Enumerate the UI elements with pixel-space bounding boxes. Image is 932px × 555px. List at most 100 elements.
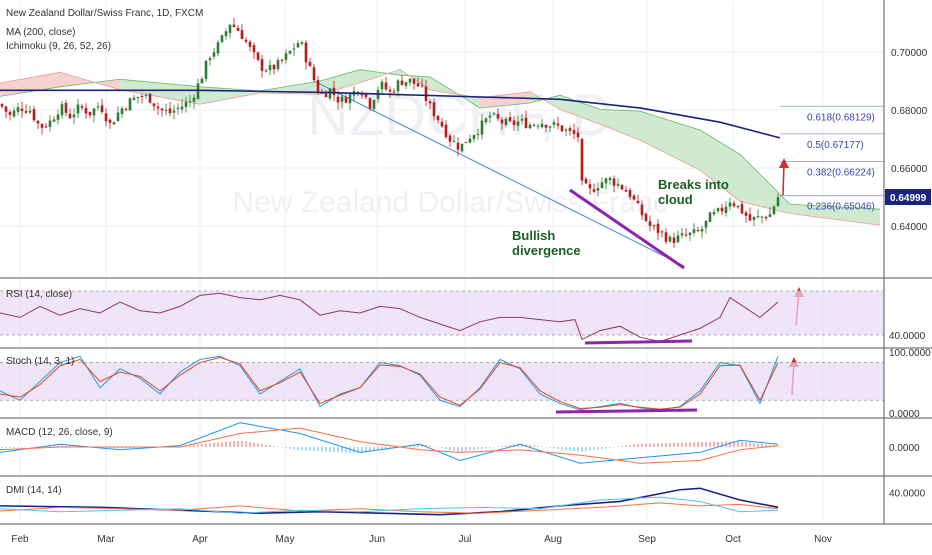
candle-body <box>648 221 652 226</box>
candle-body <box>760 216 764 218</box>
candle-body <box>768 214 772 217</box>
candle-body <box>208 58 212 61</box>
candle-body <box>412 78 416 84</box>
candle-body <box>712 212 716 215</box>
cloud-segment <box>640 111 700 171</box>
candle-body <box>460 143 464 152</box>
macd-signal-line <box>0 427 779 464</box>
y-tick-label: 0.66000 <box>891 164 928 175</box>
candle-body <box>620 184 624 190</box>
candle-body <box>136 96 140 99</box>
cloud-segment <box>700 130 740 202</box>
candle-body <box>316 80 320 93</box>
candle-body <box>4 106 8 112</box>
candle-body <box>52 119 56 122</box>
candle-body <box>448 135 452 142</box>
stoch-label: Stoch (14, 3, 1) <box>6 356 74 367</box>
candle-body <box>708 212 712 222</box>
candle-body <box>248 41 252 47</box>
candle-body <box>216 42 220 54</box>
candle-body <box>772 206 776 215</box>
x-tick-label: Jun <box>369 534 385 545</box>
cloud-segment <box>120 79 200 105</box>
stoch-line <box>0 357 779 410</box>
candle-body <box>308 61 312 67</box>
candle-body <box>548 126 552 128</box>
candle-body <box>752 216 756 220</box>
candle-body <box>92 108 96 116</box>
candle-body <box>528 124 532 129</box>
candle-body <box>512 120 516 125</box>
candle-body <box>160 108 164 111</box>
candle-body <box>24 111 28 113</box>
y-tick-label: 0.70000 <box>891 48 928 59</box>
x-tick-label: Mar <box>97 534 115 545</box>
candle-body <box>172 110 176 113</box>
candles <box>0 18 780 249</box>
candle-body <box>364 93 368 97</box>
dmi-label: DMI (14, 14) <box>6 485 62 496</box>
candle-body <box>40 123 44 128</box>
candle-body <box>16 107 20 112</box>
candle-body <box>452 141 456 143</box>
candle-body <box>508 117 512 122</box>
y-tick-label: 0.64000 <box>891 222 928 233</box>
candle-body <box>256 52 260 60</box>
candle-body <box>504 118 508 126</box>
candle-body <box>572 130 576 134</box>
annotation-bullish-line1: Bullish <box>512 228 555 243</box>
candle-body <box>236 27 240 31</box>
candle-body <box>200 78 204 84</box>
candle-body <box>408 78 412 83</box>
candle-body <box>480 120 484 135</box>
candle-body <box>64 103 68 113</box>
candle-body <box>20 108 24 111</box>
fibonacci-levels: 0.618(0.68129) 0.5(0.67177) 0.382(0.66224)… <box>780 105 884 213</box>
candle-body <box>116 112 120 121</box>
candle-body <box>704 220 708 228</box>
candle-body <box>436 115 440 121</box>
candle-body <box>756 216 760 218</box>
chart-title: New Zealand Dollar/Swiss Franc, 1D, FXCM <box>6 8 203 19</box>
candle-body <box>72 114 76 118</box>
divergence-line-stoch <box>555 408 698 414</box>
candle-body <box>524 117 528 128</box>
candle-body <box>656 223 660 233</box>
candle-body <box>700 229 704 232</box>
candle-body <box>488 115 492 118</box>
candle-body <box>688 232 692 236</box>
candle-body <box>716 208 720 212</box>
candle-body <box>152 103 156 107</box>
candle-body <box>456 142 460 150</box>
candle-body <box>624 190 628 192</box>
candle-body <box>176 107 180 109</box>
arrow-up-icon <box>779 158 789 196</box>
candle-body <box>428 101 432 104</box>
senkou-span-b <box>0 68 881 226</box>
candle-body <box>732 203 736 207</box>
candle-body <box>588 184 592 189</box>
candle-body <box>120 108 124 115</box>
candle-body <box>68 113 72 119</box>
candle-body <box>48 120 52 127</box>
candle-body <box>8 112 12 115</box>
candle-body <box>576 132 580 138</box>
candle-body <box>324 93 328 98</box>
candle-body <box>420 85 424 87</box>
watermark-name: New Zealand Dollar/Swiss Franc <box>232 186 667 219</box>
ma-200-line <box>0 89 781 139</box>
candle-body <box>76 104 80 114</box>
cloud-segment <box>600 109 640 141</box>
candle-body <box>440 121 444 127</box>
candle-body <box>224 31 228 37</box>
ma-200 <box>0 89 781 139</box>
candle-body <box>392 91 396 93</box>
macd-label: MACD (12, 26, close, 9) <box>6 427 113 438</box>
candle-body <box>616 183 620 186</box>
dmi-tick: 40.0000 <box>889 489 926 500</box>
candle-body <box>140 96 144 98</box>
candle-body <box>32 109 36 121</box>
candle-body <box>108 119 112 123</box>
